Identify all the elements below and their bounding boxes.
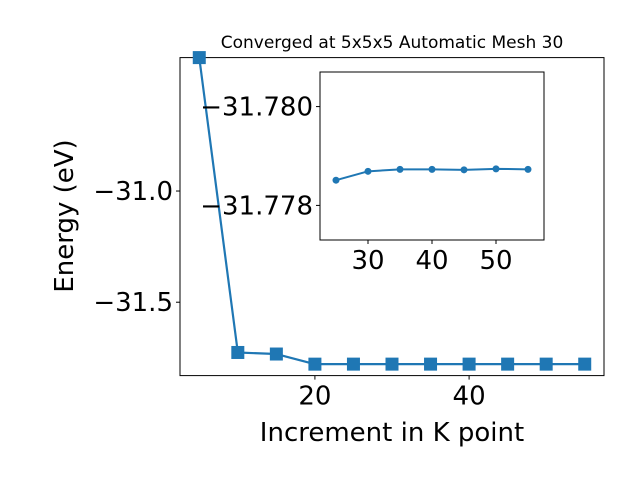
main-plot-frame [179, 57, 605, 377]
main-x-tick-label: 20 [298, 382, 331, 412]
inset-y-tick-label: −31.778 [200, 191, 313, 221]
inset-x-tick-label: 40 [415, 246, 448, 276]
main-data-point [231, 345, 245, 359]
main-data-point [424, 357, 438, 371]
inset-data-point [428, 165, 436, 173]
y-axis-label: Energy (eV) [50, 139, 80, 292]
main-plot: 20 40 −31.5−31.0 [93, 51, 605, 412]
inset-data-point [492, 165, 500, 173]
main-data-point [578, 357, 592, 371]
chart-title: Converged at 5x5x5 Automatic Mesh 30 [221, 33, 564, 53]
main-data-point [192, 51, 206, 65]
main-data-point [462, 357, 476, 371]
main-data-point [269, 347, 283, 361]
inset-data-point [524, 165, 532, 173]
inset-x-tick-label: 30 [351, 246, 384, 276]
inset-data-point [364, 167, 372, 175]
main-y-tick-label: −31.5 [93, 288, 173, 318]
main-data-point [308, 357, 322, 371]
inset-plot-frame [319, 71, 545, 241]
main-y-tick-label: −31.0 [93, 177, 173, 207]
main-series [192, 51, 592, 371]
inset-series [332, 165, 532, 184]
main-data-point [539, 357, 553, 371]
inset-y-axis: −31.780 −31.778 [200, 93, 320, 221]
inset-plot: 30 40 50 −31.780 −31.778 [200, 71, 545, 276]
inset-y-tick-label: −31.780 [200, 93, 313, 123]
inset-data-point [396, 165, 404, 173]
main-data-point [385, 357, 399, 371]
inset-x-axis: 30 40 50 [351, 240, 513, 276]
main-data-point [501, 357, 515, 371]
inset-data-point [332, 176, 340, 184]
x-axis-label: Increment in K point [260, 418, 524, 448]
main-y-axis: −31.5 −31.0 [93, 177, 180, 318]
main-x-axis: 20 40 [298, 375, 486, 412]
inset-x-tick-label: 50 [479, 246, 512, 276]
inset-data-point [460, 166, 468, 174]
main-data-point [346, 357, 360, 371]
main-x-tick-label: 40 [453, 382, 486, 412]
